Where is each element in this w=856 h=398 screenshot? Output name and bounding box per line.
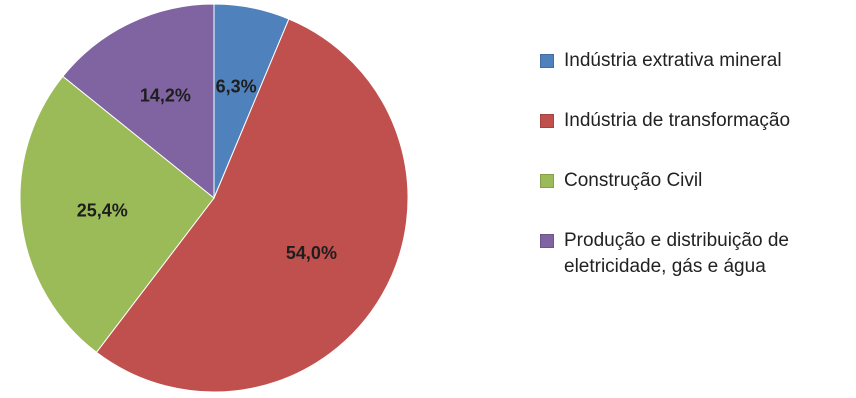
pie-data-label-2: 25,4% xyxy=(77,200,128,220)
legend-item-extrativa: Indústria extrativa mineral xyxy=(540,48,850,74)
legend-swatch xyxy=(540,174,554,188)
pie-slices xyxy=(19,3,409,393)
pie-slice-1 xyxy=(95,18,409,393)
legend-label: Indústria extrativa mineral xyxy=(564,50,782,71)
legend-label: Indústria de transformação xyxy=(564,110,791,131)
legend-label: Produção e distribuição de eletricidade,… xyxy=(564,230,789,277)
legend-item-construcao-civil: Construção Civil xyxy=(540,168,850,194)
legend-swatch xyxy=(540,234,554,248)
pie-data-labels: 6,3% 54,0% 25,4% 14,2% xyxy=(77,76,337,263)
legend-item-transformacao: Indústria de transformação xyxy=(540,108,850,134)
legend-label: Construção Civil xyxy=(564,170,703,191)
pie-data-label-0: 6,3% xyxy=(216,76,257,96)
legend-swatch xyxy=(540,114,554,128)
legend-swatch xyxy=(540,54,554,68)
pie-data-label-1: 54,0% xyxy=(286,243,337,263)
pie-slice-2 xyxy=(19,75,215,354)
legend-item-producao-distribuicao: Produção e distribuição de eletricidade,… xyxy=(540,228,850,280)
pie-slice-3 xyxy=(62,3,215,200)
pie-data-label-3: 14,2% xyxy=(140,85,191,105)
chart-legend: Indústria extrativa mineral Indústria de… xyxy=(540,48,850,280)
